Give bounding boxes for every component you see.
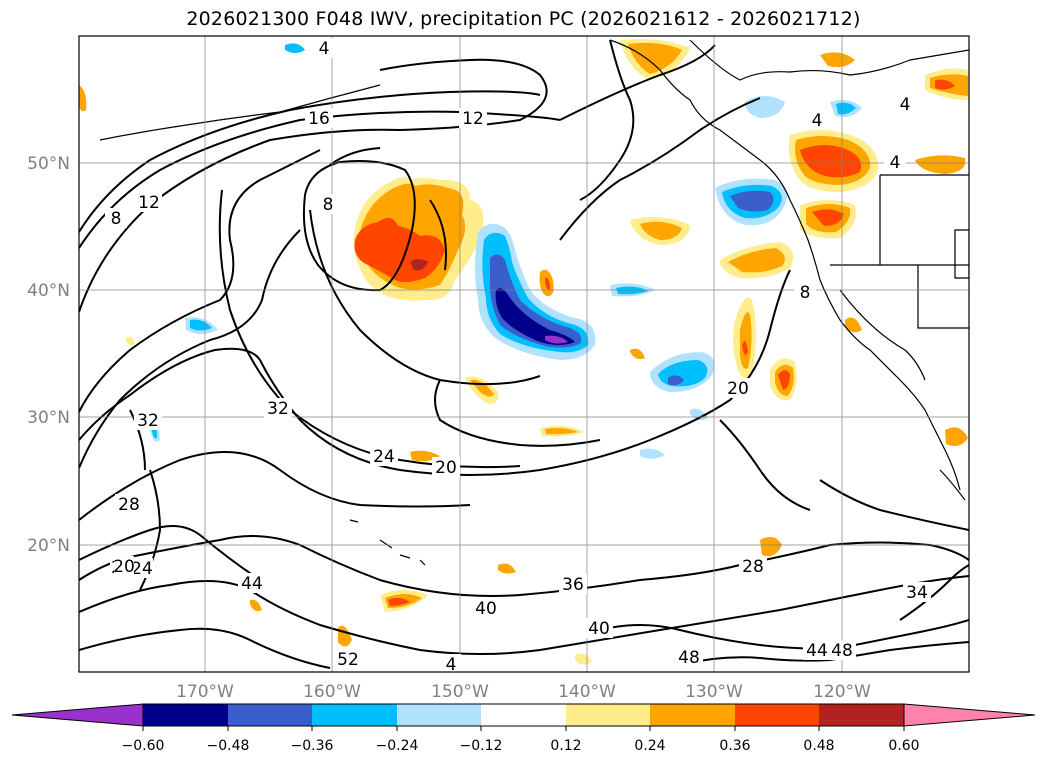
contour-label: 4	[894, 94, 916, 115]
colorbar-segment	[903, 703, 1036, 727]
lon-label-120w: 120°W	[813, 682, 871, 702]
graticule	[79, 36, 969, 672]
contour-label: 48	[675, 647, 703, 668]
contour-label: 20	[113, 556, 135, 577]
colorbar-tick-label: 0.24	[634, 738, 665, 754]
contour-label: 28	[115, 494, 143, 515]
contour-label: 8	[794, 282, 816, 303]
colorbar-segment	[481, 704, 566, 726]
svg-text:12: 12	[138, 193, 160, 213]
contour-label: 40	[472, 598, 500, 619]
svg-text:32: 32	[267, 399, 289, 419]
colorbar-tick-label: −0.60	[122, 738, 165, 754]
svg-text:20: 20	[727, 379, 749, 399]
colorbar: −0.60 −0.48 −0.36 −0.24 −0.12 0.12 0.24 …	[11, 703, 1036, 754]
contour-label: 32	[134, 410, 162, 431]
contour-label: 20	[724, 378, 752, 399]
contour-label: 16	[305, 108, 333, 129]
svg-text:36: 36	[562, 575, 584, 595]
svg-text:8: 8	[800, 283, 811, 303]
svg-text:4: 4	[890, 153, 901, 173]
lat-label-40n: 40°N	[27, 281, 70, 301]
colorbar-tick-label: 0.48	[803, 738, 834, 754]
colorbar-tick-label: −0.48	[207, 738, 250, 754]
contour-label: 20	[432, 457, 460, 478]
contour-label: 48	[828, 640, 856, 661]
svg-text:48: 48	[831, 641, 853, 661]
colorbar-tick-label: −0.24	[376, 738, 419, 754]
colorbar-tick-label: −0.36	[291, 738, 334, 754]
colorbar-segment	[650, 704, 735, 726]
latitude-labels: 50°N 40°N 30°N 20°N	[27, 154, 70, 556]
lon-label-170w: 170°W	[176, 682, 234, 702]
lat-label-30n: 30°N	[27, 408, 70, 428]
svg-text:8: 8	[111, 209, 122, 229]
svg-text:48: 48	[678, 648, 700, 668]
contour-label: 4	[806, 110, 828, 131]
contour-label: 36	[559, 574, 587, 595]
contour-label: 4	[441, 654, 461, 675]
colorbar-tick-label: 0.12	[550, 738, 581, 754]
lon-label-150w: 150°W	[431, 682, 489, 702]
contour-label: 34	[903, 582, 931, 603]
svg-text:34: 34	[906, 583, 928, 603]
contour-label: 28	[739, 556, 767, 577]
svg-text:8: 8	[323, 195, 334, 215]
contour-label: 40	[585, 618, 613, 639]
svg-text:4: 4	[900, 95, 911, 115]
colorbar-segment	[11, 703, 144, 727]
colorbar-segment	[735, 704, 819, 726]
colorbar-tick-label: 0.60	[888, 738, 919, 754]
svg-text:28: 28	[742, 557, 764, 577]
colorbar-tick-label: 0.36	[719, 738, 750, 754]
svg-text:44: 44	[806, 641, 828, 661]
colorbar-segment	[228, 704, 312, 726]
svg-text:4: 4	[446, 655, 457, 675]
contour-label: 24	[370, 446, 398, 467]
colorbar-segment	[312, 704, 397, 726]
contour-label: 44	[803, 640, 831, 661]
lon-label-160w: 160°W	[303, 682, 361, 702]
colorbar-segment	[397, 704, 481, 726]
map-frame	[78, 35, 970, 673]
svg-text:16: 16	[308, 109, 330, 129]
svg-text:40: 40	[475, 599, 497, 619]
svg-text:4: 4	[319, 39, 330, 59]
svg-text:12: 12	[462, 109, 484, 129]
svg-text:28: 28	[118, 495, 140, 515]
svg-text:24: 24	[131, 559, 153, 579]
contour-label: 24	[131, 558, 153, 579]
longitude-labels: 170°W 160°W 150°W 140°W 130°W 120°W	[176, 682, 871, 702]
svg-text:20: 20	[435, 458, 457, 478]
contour-label: 4	[884, 152, 906, 173]
svg-text:24: 24	[373, 447, 395, 467]
contour-label: 12	[459, 108, 487, 129]
contour-label: 32	[264, 398, 292, 419]
svg-text:40: 40	[588, 619, 610, 639]
map-title: 2026021300 F048 IWV, precipitation PC (2…	[186, 8, 861, 30]
contour-label: 12	[136, 192, 162, 213]
svg-text:20: 20	[113, 557, 135, 577]
colorbar-tick-label: −0.12	[460, 738, 503, 754]
contour-label: 8	[317, 194, 339, 215]
lon-label-130w: 130°W	[685, 682, 743, 702]
contour-label: 44	[238, 573, 266, 594]
precip-shading	[79, 39, 969, 665]
svg-text:4: 4	[812, 111, 823, 131]
contour-label: 4	[311, 38, 337, 59]
lon-label-140w: 140°W	[558, 682, 616, 702]
colorbar-segment	[143, 704, 228, 726]
svg-text:44: 44	[241, 574, 263, 594]
svg-text:32: 32	[137, 411, 159, 431]
svg-text:52: 52	[337, 650, 359, 670]
colorbar-segment	[819, 704, 904, 726]
lat-label-20n: 20°N	[27, 536, 70, 556]
contour-label-group: 4 4 4 4 8 8 8 12 12 16 20 20 20 24 24 28…	[105, 38, 931, 675]
colorbar-segment	[566, 704, 650, 726]
contour-label: 8	[105, 208, 127, 229]
contour-label: 52	[334, 649, 362, 670]
lat-label-50n: 50°N	[27, 154, 70, 174]
